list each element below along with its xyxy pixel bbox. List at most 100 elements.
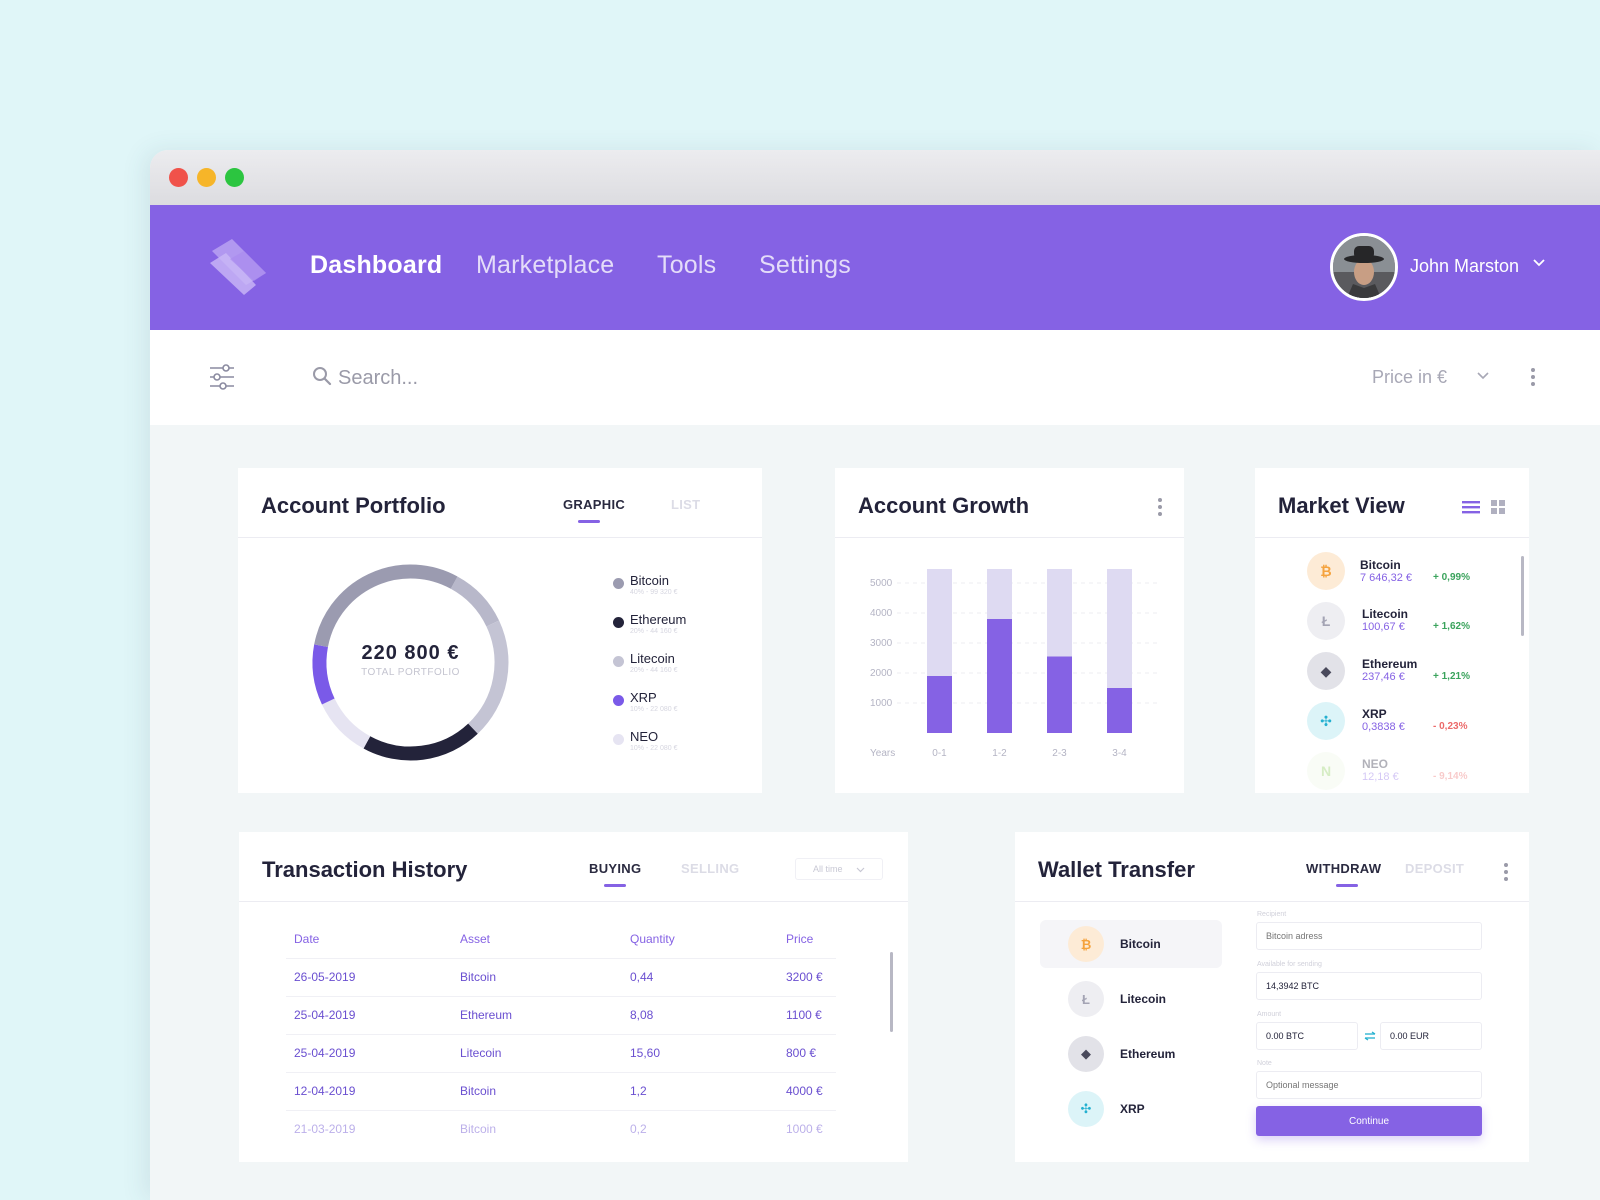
x-tick-label: 0-1 — [932, 748, 947, 759]
chevron-down-icon[interactable] — [1476, 371, 1490, 381]
cell-asset: Litecoin — [460, 1046, 502, 1060]
x-tick-label: 1-2 — [992, 748, 1007, 759]
legend-color-dot — [613, 734, 624, 745]
price-currency-select[interactable]: Price in € — [1372, 367, 1448, 387]
cell-asset: Bitcoin — [460, 970, 497, 984]
cell-asset: Ethereum — [460, 1008, 513, 1022]
market-coin-change: + 0,99% — [1433, 572, 1470, 583]
search-input[interactable] — [338, 360, 938, 396]
neo-icon: N — [1307, 752, 1345, 790]
nav-dashboard[interactable]: Dashboard — [310, 251, 443, 279]
tab-graphic[interactable]: GRAPHIC — [563, 497, 626, 512]
bar-value[interactable] — [1047, 656, 1072, 734]
column-header-price[interactable]: Price — [786, 932, 814, 946]
bar-value[interactable] — [1107, 688, 1132, 733]
wallet-coin-litecoin[interactable]: Ł Litecoin — [1040, 975, 1222, 1023]
exchange-arrows-icon — [1364, 1031, 1376, 1041]
amount-eur-field[interactable]: 0.00 EUR — [1380, 1022, 1482, 1050]
market-row-bitcoin[interactable]: ₿ Bitcoin 7 646,32 € + 0,99% — [1255, 552, 1505, 592]
user-name[interactable]: John Marston — [1410, 256, 1520, 276]
table-row[interactable]: 25-04-2019 Ethereum 8,08 1100 € — [239, 1008, 859, 1032]
available-field[interactable]: 14,3942 BTC — [1256, 972, 1482, 1000]
card-header: Account Growth — [835, 468, 1184, 538]
market-coin-name: Bitcoin — [1360, 558, 1401, 572]
legend-name: Bitcoin — [630, 573, 670, 588]
tab-list[interactable]: LIST — [671, 497, 701, 512]
logo-icon[interactable] — [208, 237, 270, 299]
donut-segment-bitcoin — [314, 564, 458, 648]
tab-selling[interactable]: SELLING — [681, 861, 740, 876]
cell-quantity: 1,2 — [630, 1084, 647, 1098]
grid-view-icon[interactable] — [1491, 500, 1505, 514]
wallet-coin-name: Litecoin — [1120, 992, 1167, 1006]
user-avatar[interactable] — [1330, 233, 1398, 301]
note-field[interactable] — [1256, 1071, 1482, 1099]
market-row-litecoin[interactable]: Ł Litecoin 100,67 € + 1,62% — [1255, 602, 1505, 642]
donut-segment-neo — [321, 698, 371, 749]
more-options-icon[interactable] — [1158, 498, 1162, 516]
table-row[interactable]: 26-05-2019 Bitcoin 0,44 3200 € — [239, 970, 859, 994]
nav-tools[interactable]: Tools — [657, 251, 717, 279]
table-row[interactable]: 25-04-2019 Litecoin 15,60 800 € — [239, 1046, 859, 1070]
wallet-coin-name: Bitcoin — [1120, 937, 1161, 951]
column-header-date[interactable]: Date — [294, 932, 320, 946]
market-coin-name: Litecoin — [1362, 607, 1409, 621]
column-header-asset[interactable]: Asset — [460, 932, 491, 946]
tab-buying[interactable]: BUYING — [589, 861, 642, 876]
column-header-quantity[interactable]: Quantity — [630, 932, 675, 946]
donut-segment-xrp — [312, 644, 335, 705]
wallet-coin-xrp[interactable]: ✣ XRP — [1040, 1085, 1222, 1133]
nav-marketplace[interactable]: Marketplace — [476, 251, 615, 279]
card-title: Account Growth — [858, 493, 1030, 518]
minimize-window-button[interactable] — [197, 168, 216, 187]
time-range-select[interactable]: All time — [795, 858, 883, 880]
top-navigation: Dashboard Marketplace Tools Settings Joh… — [150, 205, 1600, 330]
market-row-xrp[interactable]: ✣ XRP 0,3838 € - 0,23% — [1255, 702, 1505, 742]
legend-detail: 20% - 44 160 € — [630, 667, 678, 674]
browser-window: Dashboard Marketplace Tools Settings Joh… — [150, 150, 1600, 1200]
market-coin-price: 7 646,32 € — [1360, 572, 1412, 584]
tab-withdraw[interactable]: WITHDRAW — [1306, 861, 1382, 876]
more-options-icon[interactable] — [1531, 368, 1535, 386]
legend-color-dot — [613, 578, 624, 589]
filter-sliders-icon[interactable] — [208, 363, 236, 391]
continue-button[interactable]: Continue — [1256, 1106, 1482, 1136]
amount-btc-field[interactable]: 0.00 BTC — [1256, 1022, 1358, 1050]
maximize-window-button[interactable] — [225, 168, 244, 187]
market-coin-price: 237,46 € — [1362, 671, 1405, 683]
market-view-card: Market View ₿ Bitcoin 7 646,32 € + 0,99%… — [1255, 468, 1529, 793]
legend-detail: 40% - 99 320 € — [630, 589, 678, 596]
legend-name: XRP — [630, 690, 657, 705]
chevron-down-icon[interactable] — [1532, 258, 1546, 268]
wallet-coin-name: Ethereum — [1120, 1047, 1176, 1061]
market-coin-change: + 1,21% — [1433, 671, 1470, 682]
cell-asset: Bitcoin — [460, 1122, 497, 1136]
wallet-coin-bitcoin[interactable]: ₿ Bitcoin — [1040, 920, 1222, 968]
card-header: Market View — [1255, 468, 1529, 538]
market-coin-change: - 0,23% — [1433, 721, 1468, 732]
bar-value[interactable] — [927, 676, 952, 733]
table-row[interactable]: 21-03-2019 Bitcoin 0,2 1000 € — [239, 1122, 859, 1146]
table-row[interactable]: 12-04-2019 Bitcoin 1,2 4000 € — [239, 1084, 859, 1108]
recipient-field[interactable] — [1256, 922, 1482, 950]
time-range-label: All time — [813, 864, 843, 874]
tab-deposit[interactable]: DEPOSIT — [1405, 861, 1465, 876]
ethereum-icon: ◆ — [1307, 652, 1345, 690]
scrollbar-thumb[interactable] — [890, 952, 893, 1032]
close-window-button[interactable] — [169, 168, 188, 187]
market-row-neo[interactable]: N NEO 12,18 € - 9,14% — [1255, 752, 1505, 792]
more-options-icon[interactable] — [1504, 863, 1508, 881]
market-row-ethereum[interactable]: ◆ Ethereum 237,46 € + 1,21% — [1255, 652, 1505, 692]
xrp-icon: ✣ — [1068, 1091, 1104, 1127]
row-divider — [286, 1110, 836, 1111]
bar-value[interactable] — [987, 619, 1012, 733]
market-coin-change: + 1,62% — [1433, 621, 1470, 632]
legend-name: Ethereum — [630, 612, 687, 627]
nav-settings[interactable]: Settings — [759, 251, 851, 279]
list-view-icon[interactable] — [1462, 500, 1480, 514]
card-header: Transaction History BUYING SELLING All t… — [239, 832, 908, 902]
x-axis-label: Years — [870, 748, 895, 759]
wallet-coin-ethereum[interactable]: ◆ Ethereum — [1040, 1030, 1222, 1078]
market-coin-price: 0,3838 € — [1362, 721, 1405, 733]
scrollbar-thumb[interactable] — [1521, 556, 1524, 636]
